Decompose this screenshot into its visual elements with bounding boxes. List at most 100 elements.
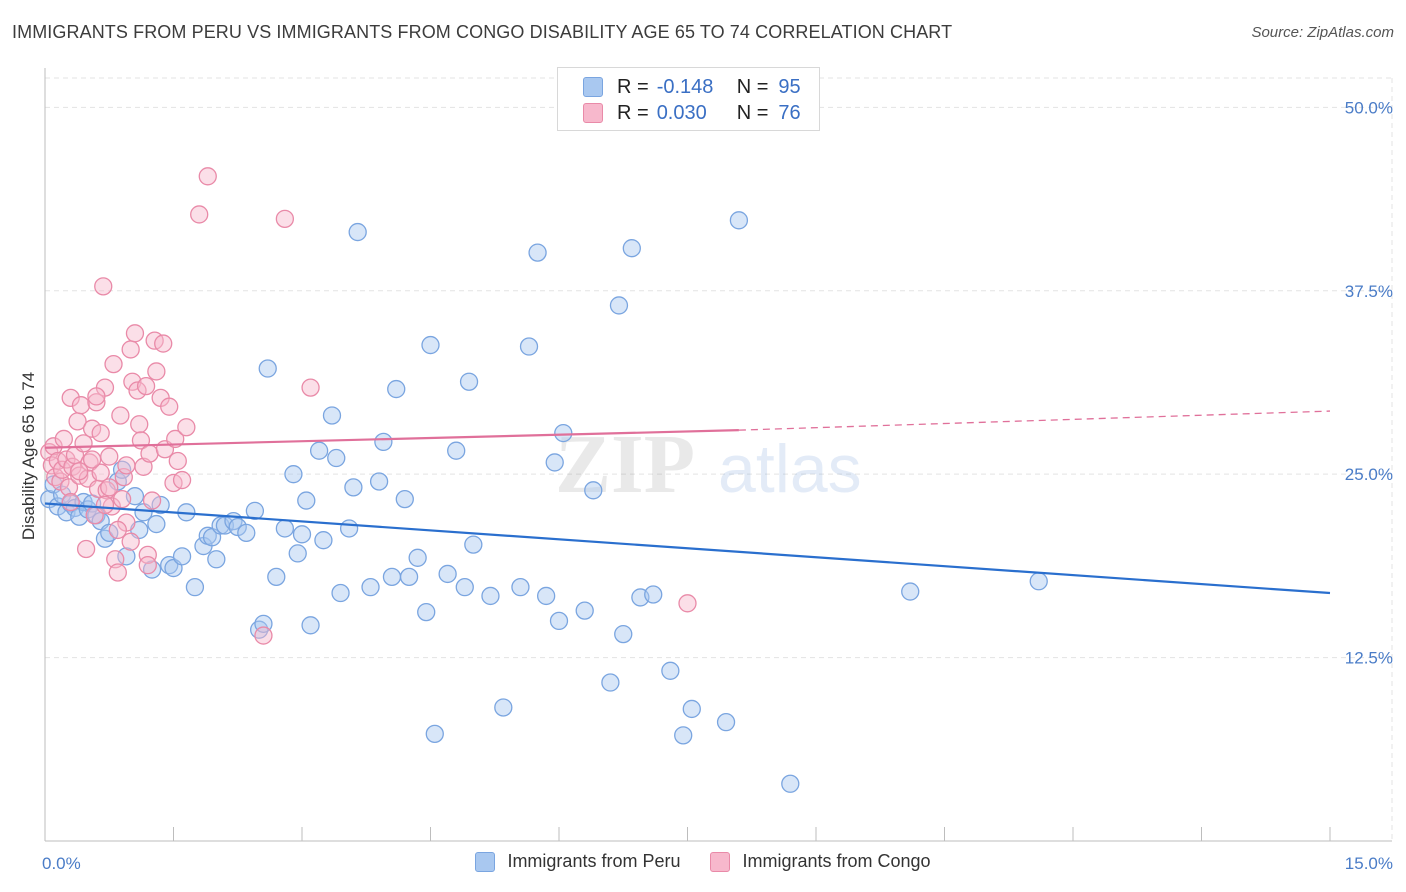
congo-point	[100, 447, 119, 466]
congo-trend-extension	[738, 410, 1331, 431]
legend-row-peru: R = -0.148 N = 95	[583, 75, 801, 99]
peru-point	[494, 698, 513, 717]
congo-point	[87, 393, 106, 412]
congo-trend-line	[44, 429, 739, 449]
peru-point	[245, 501, 265, 521]
congo-point	[57, 450, 76, 469]
peru-point	[369, 472, 389, 491]
peru-trend-line	[44, 502, 1331, 595]
congo-point	[100, 478, 119, 497]
congo-point	[61, 388, 80, 408]
legend-r-value: -0.148	[656, 75, 714, 98]
peru-point	[361, 578, 380, 597]
peru-point	[661, 661, 680, 680]
congo-point	[190, 205, 209, 224]
peru-point	[314, 531, 333, 550]
congo-point	[121, 532, 140, 551]
congo-point	[59, 478, 79, 497]
peru-point	[614, 624, 633, 644]
peru-point	[288, 544, 307, 563]
legend: R = -0.148 N = 95 R = 0.030 N = 76	[557, 67, 820, 131]
congo-point	[125, 324, 145, 343]
congo-point	[301, 378, 320, 397]
congo-point	[177, 418, 196, 437]
peru-point	[267, 567, 286, 587]
peru-point	[481, 586, 500, 606]
x-tick-labels: 0.0% 15.0%	[42, 854, 1393, 873]
peru-point	[185, 578, 205, 597]
congo-point	[136, 376, 156, 396]
congo-point	[147, 362, 166, 381]
congo-point	[87, 387, 106, 406]
peru-point	[327, 448, 346, 468]
grid-lines	[45, 77, 1393, 841]
peru-point	[438, 564, 457, 584]
x-tick-label-max: 15.0%	[1345, 854, 1393, 873]
x-tick-label-min: 0.0%	[42, 854, 81, 873]
peru-point	[331, 583, 350, 603]
congo-point	[71, 396, 91, 415]
peru-point	[258, 359, 277, 378]
peru-point	[537, 586, 556, 606]
peru-point	[682, 699, 701, 719]
congo-point	[160, 397, 179, 416]
peru-point	[511, 578, 530, 597]
peru-point	[284, 465, 303, 484]
peru-point	[237, 523, 256, 543]
congo-point	[121, 340, 140, 359]
peru-point	[447, 441, 466, 460]
peru-point	[674, 726, 693, 745]
peru-point	[459, 372, 479, 391]
congo-point	[108, 520, 127, 540]
congo-point	[154, 334, 173, 353]
peru-point	[554, 423, 573, 443]
peru-point	[417, 602, 436, 622]
congo-point	[91, 463, 110, 482]
peru-point	[584, 481, 603, 500]
peru-point	[292, 525, 312, 544]
peru-point	[207, 550, 226, 569]
peru-point	[374, 432, 393, 452]
congo-point	[678, 594, 697, 613]
congo-point	[130, 415, 149, 434]
legend-n-value: 76	[778, 101, 801, 124]
series-congo-points	[40, 167, 697, 645]
bottom-legend-swatch-congo	[710, 851, 731, 872]
peru-point	[421, 335, 440, 355]
peru-point	[275, 519, 295, 538]
congo-point	[82, 419, 102, 438]
peru-point	[729, 211, 749, 230]
congo-point	[117, 456, 136, 475]
peru-point	[399, 567, 419, 587]
peru-point	[1029, 572, 1048, 591]
peru-point	[172, 547, 192, 566]
peru-point	[601, 673, 620, 692]
bottom-legend-label-congo: Immigrants from Congo	[742, 851, 931, 871]
congo-point	[168, 451, 187, 471]
y-tick-label: 12.5%	[1345, 649, 1393, 668]
peru-point	[781, 774, 800, 793]
congo-point	[166, 429, 185, 449]
source-label: Source: ZipAtlas.com	[1251, 24, 1394, 41]
peru-point	[322, 406, 342, 425]
legend-n-label: N =	[736, 101, 769, 124]
peru-point	[622, 239, 641, 258]
peru-point	[348, 222, 367, 242]
peru-point	[609, 296, 629, 315]
congo-point	[54, 429, 73, 449]
peru-point	[344, 478, 363, 497]
peru-point	[575, 601, 594, 620]
legend-r-label: R =	[617, 101, 649, 124]
bottom-legend-congo: Immigrants from Congo	[710, 851, 931, 872]
peru-point	[455, 578, 474, 597]
peru-point	[408, 548, 427, 567]
legend-r-label: R =	[617, 75, 649, 98]
peru-point	[901, 582, 920, 601]
congo-point	[76, 539, 96, 559]
congo-point	[70, 462, 89, 481]
peru-point	[309, 441, 329, 460]
peru-point	[425, 724, 444, 744]
congo-point	[61, 492, 80, 512]
legend-n-value: 95	[778, 75, 801, 98]
